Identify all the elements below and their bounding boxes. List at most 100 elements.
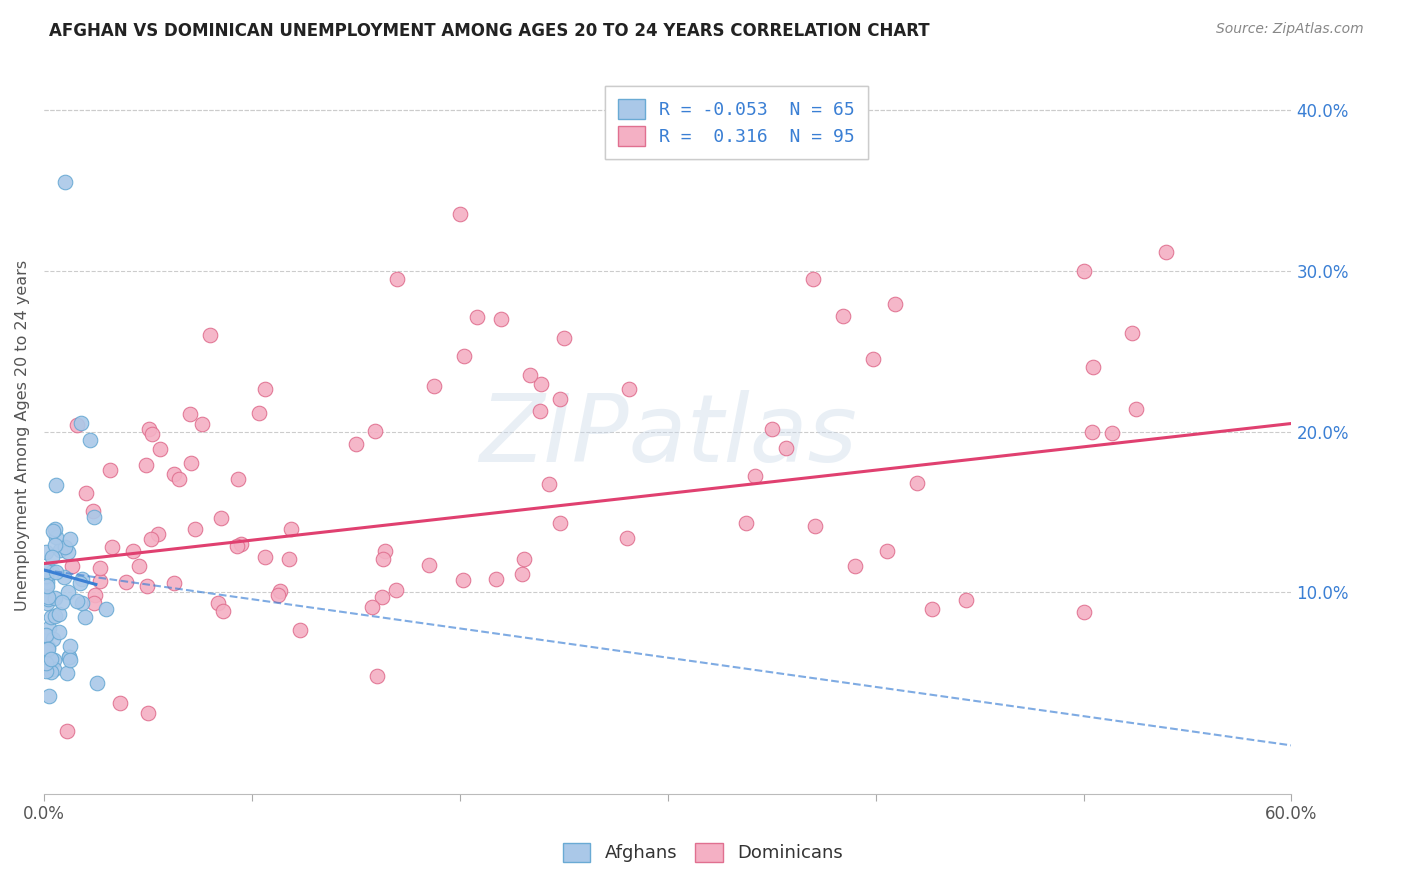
Point bbox=[148, 527, 170, 541]
Point bbox=[801, 271, 824, 285]
Point bbox=[616, 532, 638, 546]
Point bbox=[163, 467, 186, 482]
Point bbox=[288, 623, 311, 637]
Point bbox=[79, 433, 101, 447]
Point bbox=[39, 652, 62, 666]
Point bbox=[548, 516, 571, 531]
Point bbox=[538, 477, 561, 491]
Point bbox=[485, 572, 508, 586]
Point bbox=[38, 689, 60, 703]
Point bbox=[1125, 402, 1147, 417]
Point bbox=[876, 543, 898, 558]
Point bbox=[35, 545, 58, 559]
Point bbox=[37, 579, 59, 593]
Point bbox=[184, 523, 207, 537]
Point bbox=[89, 574, 111, 588]
Point bbox=[60, 559, 83, 574]
Point bbox=[53, 175, 76, 189]
Point bbox=[41, 550, 63, 565]
Point bbox=[39, 610, 62, 624]
Point bbox=[449, 207, 471, 221]
Point bbox=[42, 632, 65, 647]
Point bbox=[519, 368, 541, 382]
Point bbox=[453, 573, 475, 587]
Point bbox=[423, 378, 446, 392]
Point bbox=[163, 575, 186, 590]
Point bbox=[179, 407, 201, 421]
Point bbox=[35, 656, 58, 670]
Point bbox=[371, 590, 394, 604]
Point bbox=[58, 649, 80, 664]
Point bbox=[735, 516, 758, 530]
Point bbox=[1121, 326, 1143, 341]
Point bbox=[44, 522, 66, 536]
Point bbox=[1073, 263, 1095, 277]
Point bbox=[83, 596, 105, 610]
Point bbox=[804, 519, 827, 533]
Point bbox=[45, 565, 67, 579]
Point bbox=[82, 504, 104, 518]
Point bbox=[191, 417, 214, 432]
Point bbox=[83, 510, 105, 524]
Point bbox=[862, 351, 884, 366]
Point bbox=[84, 588, 107, 602]
Point bbox=[56, 545, 79, 559]
Point bbox=[100, 541, 122, 555]
Point bbox=[37, 592, 59, 607]
Point bbox=[42, 662, 65, 676]
Point bbox=[35, 664, 58, 678]
Point bbox=[69, 575, 91, 590]
Point bbox=[228, 472, 250, 486]
Point bbox=[136, 706, 159, 721]
Point bbox=[35, 570, 58, 584]
Point bbox=[387, 271, 409, 285]
Point bbox=[149, 442, 172, 456]
Point bbox=[453, 349, 475, 363]
Point bbox=[465, 310, 488, 324]
Point bbox=[45, 478, 67, 492]
Point bbox=[512, 551, 534, 566]
Point bbox=[374, 544, 396, 558]
Point bbox=[72, 572, 94, 586]
Point bbox=[366, 668, 388, 682]
Point bbox=[491, 311, 513, 326]
Point bbox=[267, 588, 290, 602]
Point bbox=[37, 640, 59, 654]
Point bbox=[41, 566, 63, 580]
Point bbox=[529, 403, 551, 417]
Legend: Afghans, Dominicans: Afghans, Dominicans bbox=[555, 836, 851, 870]
Point bbox=[167, 472, 190, 486]
Point bbox=[115, 575, 138, 590]
Point bbox=[37, 575, 59, 590]
Point bbox=[35, 640, 58, 654]
Point bbox=[135, 458, 157, 472]
Text: AFGHAN VS DOMINICAN UNEMPLOYMENT AMONG AGES 20 TO 24 YEARS CORRELATION CHART: AFGHAN VS DOMINICAN UNEMPLOYMENT AMONG A… bbox=[49, 22, 929, 40]
Point bbox=[35, 641, 58, 656]
Point bbox=[59, 532, 82, 546]
Point bbox=[510, 567, 533, 582]
Point bbox=[44, 591, 66, 606]
Point bbox=[51, 595, 73, 609]
Point bbox=[121, 544, 143, 558]
Text: ZIPatlas: ZIPatlas bbox=[478, 390, 856, 481]
Point bbox=[98, 463, 121, 477]
Point bbox=[344, 437, 367, 451]
Point bbox=[53, 540, 76, 554]
Point bbox=[70, 417, 93, 431]
Point bbox=[530, 377, 553, 392]
Point bbox=[58, 649, 80, 664]
Point bbox=[955, 593, 977, 607]
Point bbox=[141, 426, 163, 441]
Point bbox=[253, 550, 276, 565]
Point bbox=[1101, 426, 1123, 441]
Point bbox=[138, 422, 160, 436]
Point bbox=[37, 642, 59, 657]
Point bbox=[56, 723, 79, 738]
Point bbox=[44, 538, 66, 552]
Point bbox=[75, 486, 97, 500]
Point bbox=[617, 382, 640, 396]
Point bbox=[775, 441, 797, 455]
Point bbox=[58, 640, 80, 654]
Point bbox=[39, 665, 62, 679]
Point bbox=[884, 297, 907, 311]
